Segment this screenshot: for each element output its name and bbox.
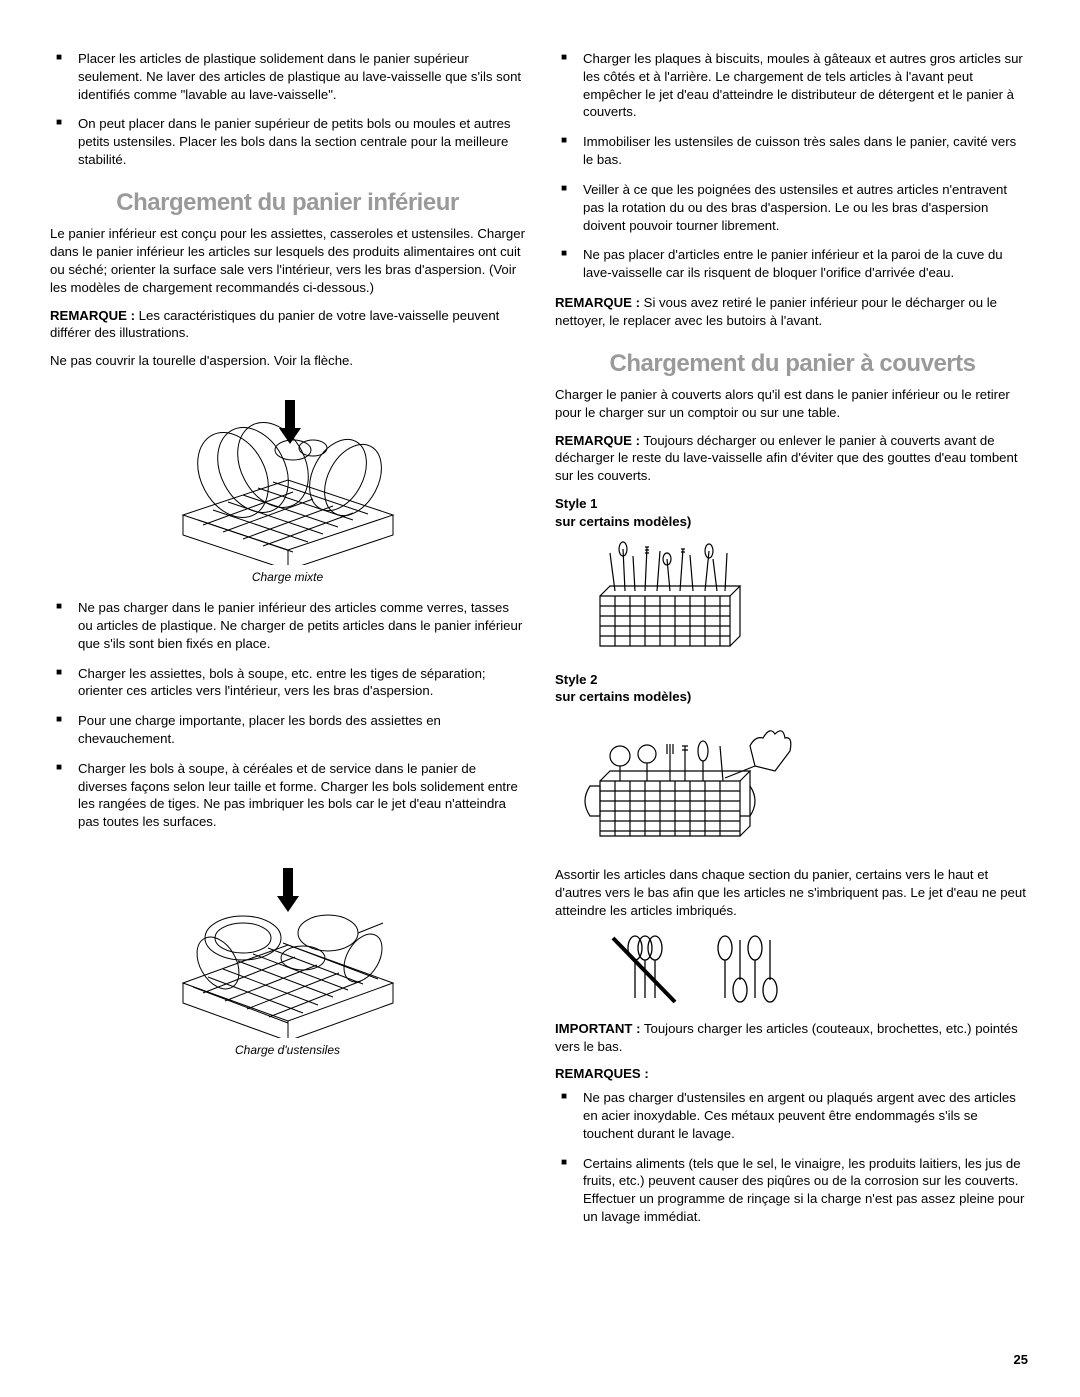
remarque-label: REMARQUE : [555,295,640,310]
list-item: Charger les bols à soupe, à céréales et … [78,760,525,831]
style1-sub: sur certains modèles) [555,513,1030,531]
style2-sub: sur certains modèles) [555,688,1030,706]
illustration-spoons [595,930,795,1010]
bullets-panier-inf: Ne pas charger dans le panier inférieur … [50,599,525,831]
assort-text: Assortir les articles dans chaque sectio… [555,866,1030,919]
note-tourelle: Ne pas couvrir la tourelle d'aspersion. … [50,352,525,370]
remarque-couverts: REMARQUE : Toujours décharger ou enlever… [555,432,1030,485]
list-item: Immobiliser les ustensiles de cuisson tr… [583,133,1030,169]
list-item: Placer les articles de plastique solidem… [78,50,525,103]
remarque-label: REMARQUE : [555,433,640,448]
important-label: IMPORTANT : [555,1021,640,1036]
style2-title: Style 2 [555,671,1030,689]
bullets-remarques: Ne pas charger d'ustensiles en argent ou… [555,1089,1030,1226]
list-item: Veiller à ce que les poignées des ustens… [583,181,1030,234]
list-item: Certains aliments (tels que le sel, le v… [583,1155,1030,1226]
list-item: Ne pas charger d'ustensiles en argent ou… [583,1089,1030,1142]
remarques-label: REMARQUES : [555,1065,1030,1083]
list-item: Pour une charge importante, placer les b… [78,712,525,748]
two-column-layout: Placer les articles de plastique solidem… [50,50,1030,1238]
left-column: Placer les articles de plastique solidem… [50,50,525,1238]
top-bullets-right: Charger les plaques à biscuits, moules à… [555,50,1030,282]
illustration-style1 [575,541,755,661]
intro-inferieur: Le panier inférieur est conçu pour les a… [50,225,525,296]
illustration-charge-mixte [163,380,413,565]
list-item: Ne pas charger dans le panier inférieur … [78,599,525,652]
heading-couverts: Chargement du panier à couverts [555,348,1030,380]
heading-inferieur: Chargement du panier inférieur [50,187,525,219]
top-bullets-left: Placer les articles de plastique solidem… [50,50,525,169]
intro-couverts: Charger le panier à couverts alors qu'il… [555,386,1030,422]
caption-mixte: Charge mixte [50,569,525,585]
list-item: Charger les assiettes, bols à soupe, etc… [78,665,525,701]
caption-ustensiles: Charge d'ustensiles [50,1042,525,1058]
illustration-style2 [575,716,795,856]
important-note: IMPORTANT : Toujours charger les article… [555,1020,1030,1056]
right-column: Charger les plaques à biscuits, moules à… [555,50,1030,1238]
style1-title: Style 1 [555,495,1030,513]
remarque-label: REMARQUE : [50,308,135,323]
list-item: Ne pas placer d'articles entre le panier… [583,246,1030,282]
remarque-top-right: REMARQUE : Si vous avez retiré le panier… [555,294,1030,330]
remarque-1: REMARQUE : Les caractéristiques du panie… [50,307,525,343]
list-item: On peut placer dans le panier supérieur … [78,115,525,168]
illustration-charge-ustensiles [163,843,413,1038]
list-item: Charger les plaques à biscuits, moules à… [583,50,1030,121]
page-number: 25 [1014,1351,1028,1369]
